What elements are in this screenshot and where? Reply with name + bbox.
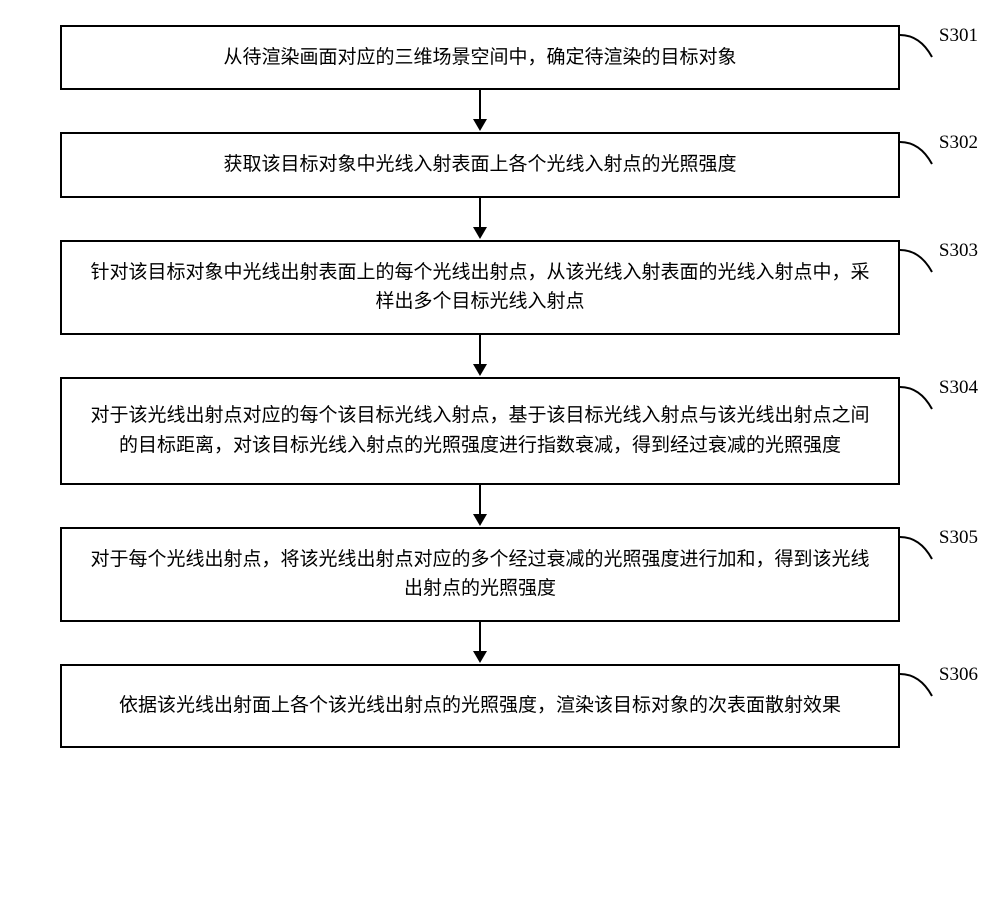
flow-step-s304: S304 对于该光线出射点对应的每个该目标光线入射点，基于该目标光线入射点与该光… [60, 377, 900, 485]
step-id-label: S306 [939, 660, 978, 689]
step-text: 对于每个光线出射点，将该光线出射点对应的多个经过衰减的光照强度进行加和，得到该光… [90, 545, 870, 604]
flow-step-s305: S305 对于每个光线出射点，将该光线出射点对应的多个经过衰减的光照强度进行加和… [60, 527, 900, 622]
flow-arrow [473, 335, 487, 377]
flow-step-s301: S301 从待渲染画面对应的三维场景空间中，确定待渲染的目标对象 [60, 25, 900, 90]
step-id-label: S302 [939, 128, 978, 157]
callout-line [900, 672, 940, 700]
step-id-label: S301 [939, 21, 978, 50]
step-id-label: S304 [939, 373, 978, 402]
flow-arrow [473, 198, 487, 240]
step-text: 对于该光线出射点对应的每个该目标光线入射点，基于该目标光线入射点与该光线出射点之… [90, 401, 870, 460]
flow-step-s306: S306 依据该光线出射面上各个该光线出射点的光照强度，渲染该目标对象的次表面散… [60, 664, 900, 748]
callout-line [900, 33, 940, 61]
step-text: 获取该目标对象中光线入射表面上各个光线入射点的光照强度 [223, 150, 736, 179]
flowchart-container: S301 从待渲染画面对应的三维场景空间中，确定待渲染的目标对象 S302 获取… [45, 25, 915, 748]
callout-line [900, 140, 940, 168]
callout-line [900, 248, 940, 276]
flow-step-s303: S303 针对该目标对象中光线出射表面上的每个光线出射点，从该光线入射表面的光线… [60, 240, 900, 335]
step-text: 依据该光线出射面上各个该光线出射点的光照强度，渲染该目标对象的次表面散射效果 [119, 691, 841, 720]
step-text: 针对该目标对象中光线出射表面上的每个光线出射点，从该光线入射表面的光线入射点中，… [90, 258, 870, 317]
flow-arrow [473, 485, 487, 527]
callout-line [900, 385, 940, 413]
callout-line [900, 535, 940, 563]
step-text: 从待渲染画面对应的三维场景空间中，确定待渲染的目标对象 [223, 43, 736, 72]
flow-arrow [473, 622, 487, 664]
step-id-label: S303 [939, 236, 978, 265]
step-id-label: S305 [939, 523, 978, 552]
flow-step-s302: S302 获取该目标对象中光线入射表面上各个光线入射点的光照强度 [60, 132, 900, 197]
flow-arrow [473, 90, 487, 132]
